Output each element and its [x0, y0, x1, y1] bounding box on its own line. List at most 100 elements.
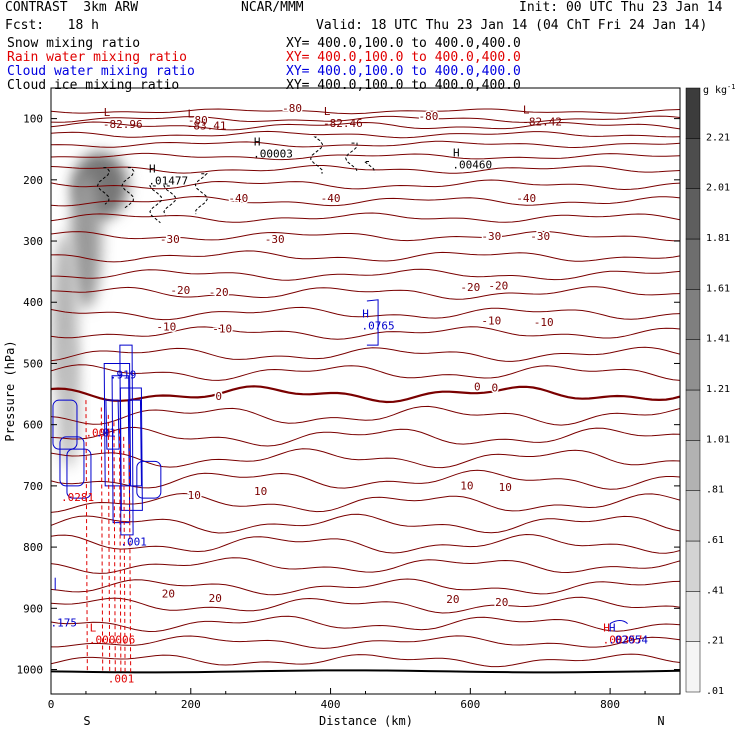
rain-water-contour — [128, 444, 132, 673]
temperature-contour-line — [51, 286, 680, 300]
temperature-contour-line — [51, 108, 680, 115]
colorbar-swatch — [685, 289, 701, 340]
hydrometeor-contours — [52, 136, 628, 673]
colorbar-swatch — [685, 641, 701, 693]
field-label-cloud-water: Cloud water mixing ratio — [7, 64, 195, 79]
temperature-contour-label: -10 — [156, 321, 176, 334]
rain-water-contour — [123, 436, 126, 673]
temperature-contour-line — [51, 635, 680, 649]
cloud-ice-contour — [310, 136, 324, 174]
endpoint-north: N — [657, 714, 664, 728]
temperature-contour-line — [51, 513, 680, 534]
colorbar-tick-label: 2.01 — [706, 183, 730, 194]
temperature-contour-line — [51, 653, 680, 668]
colorbar-swatch — [685, 389, 701, 441]
temperature-contour-label: -80 — [282, 102, 302, 115]
colorbar-tick-label: .61 — [706, 535, 724, 546]
cloud-water-contour — [136, 460, 162, 499]
extrema-value: .01 — [96, 427, 116, 440]
extrema-value: .02054 — [608, 634, 648, 647]
colorbar-swatch — [685, 540, 701, 592]
temperature-contour-line — [51, 179, 680, 191]
x-tick-label: 600 — [460, 698, 480, 711]
cloud-water-contour — [127, 399, 142, 487]
cloud-water-contour — [366, 299, 379, 346]
cloud-water-contour — [66, 448, 92, 499]
temperature-contour-line — [51, 115, 680, 123]
extrema-value: .00003 — [253, 148, 293, 161]
extrema-mark: L — [523, 104, 530, 117]
temperature-contour-label: -40 — [321, 192, 341, 205]
temperature-contour-line — [51, 492, 680, 513]
header-title: CONTRAST 3km ARW — [5, 0, 139, 15]
extrema-value: -82.46 — [323, 117, 363, 130]
temperature-contour-line — [51, 212, 680, 223]
temperature-contour-label: 20 — [162, 588, 175, 601]
temperature-contour-label: -30 — [265, 233, 285, 246]
temperature-contour-label: -80 — [188, 114, 208, 127]
colorbar-swatch — [685, 591, 701, 642]
field-label-cloud-ice: Cloud ice mixing ratio — [7, 78, 180, 93]
cloud-ice-contour — [345, 142, 358, 173]
temperature-contour-label: -10 — [481, 315, 501, 328]
temperature-contour-label: -20 — [170, 284, 190, 297]
colorbar-tick-label: .21 — [706, 636, 724, 647]
colorbar-tick-label: 1.61 — [706, 283, 730, 294]
extrema-mark: H — [254, 136, 261, 149]
colorbar-swatch — [685, 339, 701, 391]
extrema-value: .01477 — [148, 174, 188, 187]
temperature-contour-label: 0 — [215, 390, 222, 403]
temperature-contour-line — [51, 121, 680, 131]
extrema-mark: H — [453, 147, 460, 160]
cloud-ice-contour — [363, 160, 376, 173]
y-tick-label: 600 — [23, 419, 43, 432]
temperature-contour-line — [51, 230, 680, 242]
colorbar-tick-label: 1.01 — [706, 434, 730, 445]
rain-water-contour — [100, 407, 104, 673]
temperature-contour-label: -30 — [160, 233, 180, 246]
y-tick-label: 800 — [23, 541, 43, 554]
header-valid: Valid: 18 UTC Thu 23 Jan 14 (04 ChT Fri … — [316, 18, 708, 33]
extrema-mark: H — [149, 162, 156, 175]
temperature-contour-label: 10 — [254, 485, 267, 498]
rain-water-contour — [107, 414, 111, 673]
extrema-value: .175 — [50, 616, 77, 629]
extrema-labels: L-82.96L-83.41L-82.46L-82.42H.00003 H.004… — [50, 104, 648, 686]
temperature-contour-label: 10 — [499, 481, 512, 494]
header-fcst: Fcst: 18 h — [5, 18, 99, 33]
extrema-value: -82.96 — [103, 118, 143, 131]
extrema-value: .001 — [85, 427, 112, 440]
extrema-mark: H — [609, 622, 616, 635]
colorbar-tick-label: 1.41 — [706, 334, 730, 345]
extrema-value: .00460 — [452, 159, 492, 172]
temperature-contour-line — [51, 426, 680, 447]
temperature-contour-label: 20 — [446, 593, 459, 606]
y-axis-label: Pressure (hPa) — [3, 340, 17, 441]
temperature-contour-label: 20 — [495, 596, 508, 609]
cloud-ice-contour — [148, 185, 162, 224]
temperature-contour-line — [51, 469, 680, 490]
field-xy-cloud-water: XY= 400.0,100.0 to 400.0,400.0 — [286, 64, 521, 79]
temperature-contour-line — [51, 165, 680, 174]
cloud-water-contour — [105, 399, 120, 450]
temperature-contour-line — [51, 364, 680, 381]
temperature-contour-label: 10 — [460, 479, 473, 492]
y-tick-label: 300 — [23, 235, 43, 248]
cloud-water-contour — [609, 620, 628, 625]
field-xy-snow: XY= 400.0,100.0 to 400.0,400.0 — [286, 36, 521, 51]
y-tick-label: 700 — [23, 480, 43, 493]
temperature-contour-label: -30 — [481, 230, 501, 243]
extrema-value: .0765 — [362, 320, 395, 333]
extrema-mark: L — [104, 106, 111, 119]
field-xy-cloud-ice: XY= 400.0,100.0 to 400.0,400.0 — [286, 78, 521, 93]
extrema-mark: H — [362, 308, 369, 321]
colorbar-tick-label: 1.21 — [706, 384, 730, 395]
cloud-water-contour — [119, 344, 134, 536]
temperature-contour-label: 10 — [188, 489, 201, 502]
header-center: NCAR/MMM — [241, 0, 304, 15]
temperature-contour-line — [51, 448, 680, 469]
colorbar-swatch — [685, 238, 701, 290]
cloud-ice-contour — [121, 167, 135, 209]
